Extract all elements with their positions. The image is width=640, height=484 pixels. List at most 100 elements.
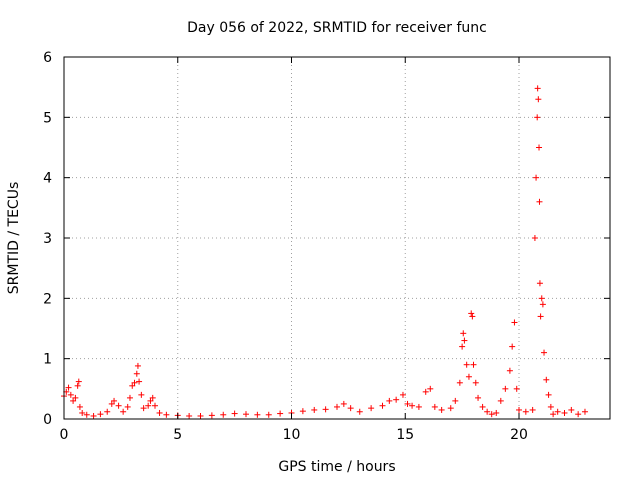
data-point	[465, 373, 472, 380]
data-point	[115, 402, 122, 409]
data-point	[334, 403, 340, 410]
data-point	[493, 409, 500, 416]
data-point	[197, 412, 204, 419]
data-point	[83, 411, 90, 418]
data-point	[468, 310, 475, 317]
data-point	[111, 397, 118, 404]
data-point	[145, 402, 152, 409]
data-point	[76, 403, 83, 410]
data-point	[422, 388, 429, 395]
data-point	[368, 405, 375, 412]
data-point	[537, 313, 544, 320]
data-point	[470, 361, 477, 368]
data-point	[534, 114, 541, 121]
data-point	[124, 403, 131, 410]
x-tick-label: 5	[173, 427, 182, 443]
data-point	[479, 403, 486, 410]
data-point	[438, 406, 445, 413]
data-point	[393, 396, 400, 403]
data-point	[575, 411, 582, 418]
data-point	[186, 412, 193, 419]
x-tick-label: 15	[396, 427, 414, 443]
data-point	[208, 412, 215, 419]
data-point	[536, 280, 543, 287]
y-tick-label: 6	[43, 50, 52, 66]
data-point	[543, 376, 550, 383]
data-point	[502, 385, 509, 392]
data-point	[70, 397, 77, 404]
data-point	[460, 330, 467, 337]
data-point	[554, 408, 561, 415]
data-point	[431, 403, 438, 410]
x-tick-label: 0	[60, 427, 69, 443]
data-point	[147, 397, 154, 404]
data-point	[531, 235, 538, 241]
ticks-layer	[63, 56, 610, 420]
data-point	[379, 402, 386, 409]
data-point	[138, 391, 145, 398]
data-point	[516, 406, 522, 413]
x-tick-label: 20	[510, 427, 528, 443]
data-point	[65, 384, 72, 391]
data-point	[461, 337, 468, 344]
data-point	[79, 409, 86, 416]
y-tick-label: 4	[43, 171, 52, 187]
data-points-layer	[61, 85, 588, 419]
data-point	[72, 394, 79, 401]
data-point	[131, 379, 138, 386]
data-point	[538, 295, 545, 302]
data-point	[581, 408, 588, 415]
data-point	[472, 379, 479, 386]
data-point	[475, 394, 482, 401]
data-point	[129, 382, 136, 389]
data-point	[265, 411, 272, 418]
data-point	[133, 370, 140, 377]
data-point	[509, 343, 516, 350]
data-point	[90, 412, 97, 419]
data-point	[75, 378, 82, 385]
data-point	[522, 408, 529, 415]
data-point	[536, 144, 543, 151]
chart-title: Day 056 of 2022, SRMTID for receiver fun…	[187, 20, 487, 36]
data-point	[220, 411, 227, 418]
data-point	[97, 411, 104, 418]
data-point	[452, 397, 459, 404]
data-point	[254, 411, 261, 418]
data-point	[74, 382, 81, 389]
data-point	[541, 349, 548, 356]
data-point	[163, 411, 170, 418]
data-point	[533, 174, 540, 181]
data-point	[550, 411, 557, 418]
data-point	[545, 391, 552, 398]
data-point	[322, 406, 329, 413]
data-point	[356, 408, 363, 415]
data-point	[568, 406, 575, 413]
data-point	[347, 405, 354, 412]
y-axis-label: SRMTID / TECUs	[6, 182, 22, 295]
y-tick-label: 2	[43, 291, 52, 307]
data-point	[140, 405, 147, 412]
data-point	[459, 343, 466, 350]
data-point	[529, 406, 536, 413]
data-point	[539, 301, 546, 308]
data-point	[427, 385, 434, 392]
data-point	[126, 394, 133, 401]
data-point	[311, 406, 318, 413]
data-point	[149, 394, 156, 401]
data-point	[409, 402, 416, 409]
data-point	[497, 397, 504, 404]
data-point	[152, 402, 158, 409]
data-point	[463, 361, 470, 368]
data-point	[277, 410, 284, 417]
data-point	[120, 408, 127, 415]
data-point	[108, 400, 115, 407]
data-point	[447, 405, 454, 412]
y-tick-label: 3	[43, 231, 52, 247]
data-point	[134, 362, 141, 369]
data-point	[340, 400, 347, 407]
x-tick-label: 10	[283, 427, 301, 443]
data-point	[513, 385, 520, 392]
data-point	[404, 400, 411, 407]
